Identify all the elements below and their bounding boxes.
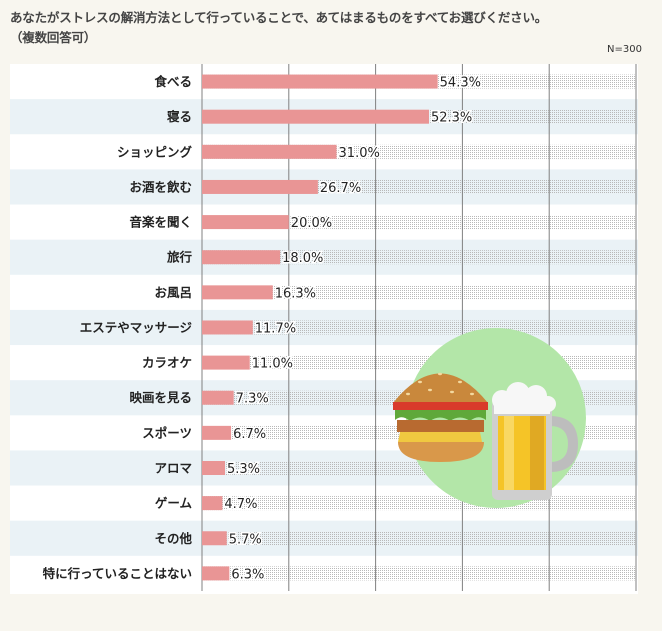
- value-label: 7.3%: [236, 392, 269, 407]
- beer-mug-icon: [492, 382, 578, 500]
- bar-track: [202, 566, 636, 581]
- bar: [202, 179, 318, 194]
- category-label: ゲーム: [155, 496, 193, 511]
- bar: [202, 390, 234, 405]
- category-label: 特に行っていることはない: [43, 566, 192, 581]
- category-label: その他: [154, 531, 192, 546]
- plot-area: 食べる 54.3% 寝る 52.3% ショッピング 31.0% お酒を飲む 26.7% 音楽を聞…: [10, 64, 656, 614]
- category-label: カラオケ: [142, 355, 192, 370]
- value-label: 4.7%: [224, 497, 257, 512]
- question-line-2: （複数回答可）: [10, 30, 97, 45]
- bar: [202, 109, 429, 124]
- bar-track: [202, 250, 636, 265]
- value-label: 54.3%: [440, 76, 481, 91]
- bar: [202, 215, 289, 230]
- category-label: 食べる: [153, 74, 192, 89]
- burger-and-beer-illustration: [393, 328, 586, 508]
- bar: [202, 74, 438, 89]
- bar: [202, 250, 281, 265]
- value-label: 5.3%: [227, 462, 260, 477]
- value-label: 31.0%: [339, 146, 380, 161]
- category-label: お風呂: [154, 285, 192, 300]
- hamburger-icon: [393, 372, 488, 462]
- bar-track: [202, 531, 636, 546]
- category-label: アロマ: [154, 460, 192, 475]
- bar: [202, 460, 226, 475]
- bar-track: [202, 320, 636, 335]
- value-label: 20.0%: [291, 216, 332, 231]
- bar: [202, 425, 232, 440]
- category-label: 映画を見る: [129, 390, 192, 405]
- bar: [202, 496, 223, 511]
- category-label: 寝る: [167, 109, 192, 124]
- value-label: 5.7%: [229, 532, 262, 547]
- value-label: 11.7%: [255, 321, 296, 336]
- value-label: 52.3%: [431, 111, 472, 126]
- category-label: 旅行: [166, 250, 193, 265]
- bar: [202, 355, 250, 370]
- question-title: あなたがストレスの解消方法として行っていることで、あてはまるものをすべてお選びく…: [10, 8, 655, 48]
- value-label: 6.3%: [231, 567, 264, 582]
- bar-track: [202, 285, 636, 300]
- bar-chart: 食べる 54.3% 寝る 52.3% ショッピング 31.0% お酒を飲む 26.7% 音楽を聞…: [10, 64, 656, 614]
- value-label: 18.0%: [282, 251, 323, 266]
- sample-size: N=300: [607, 44, 642, 55]
- bar: [202, 320, 253, 335]
- question-line-1: あなたがストレスの解消方法として行っていることで、あてはまるものをすべてお選びく…: [10, 10, 548, 25]
- bar: [202, 285, 273, 300]
- category-label: お酒を飲む: [129, 179, 192, 194]
- value-label: 26.7%: [320, 181, 361, 196]
- category-label: スポーツ: [142, 425, 192, 440]
- category-label: ショッピング: [117, 144, 193, 159]
- bar-track: [202, 215, 636, 230]
- category-label: 音楽を聞く: [129, 215, 192, 230]
- value-label: 11.0%: [252, 357, 293, 372]
- bar: [202, 566, 230, 581]
- value-label: 16.3%: [275, 286, 316, 301]
- bar: [202, 144, 337, 159]
- category-label: エステやマッサージ: [80, 320, 193, 335]
- bar: [202, 531, 227, 546]
- bar-track: [202, 496, 636, 511]
- value-label: 6.7%: [233, 427, 266, 442]
